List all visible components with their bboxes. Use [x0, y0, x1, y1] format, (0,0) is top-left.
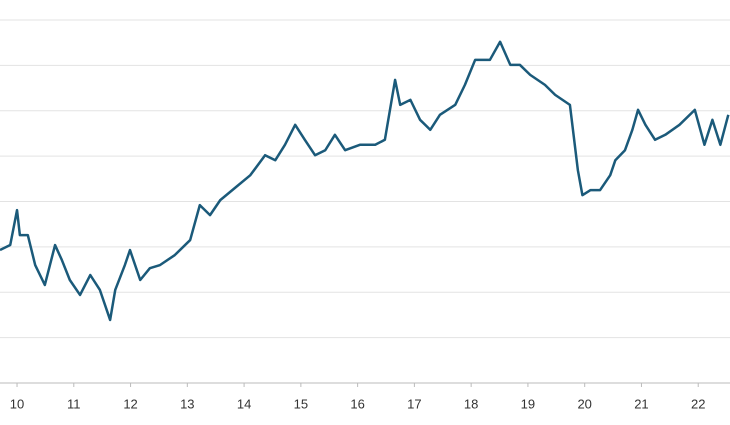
x-tick-label: 15 [294, 396, 308, 411]
data-line [0, 40, 730, 322]
x-tick-label: 20 [577, 396, 591, 411]
x-tick-label: 13 [180, 396, 194, 411]
x-tick-label: 14 [237, 396, 251, 411]
x-tick-label: 21 [634, 396, 648, 411]
x-tick-label: 19 [521, 396, 535, 411]
x-tick-label: 12 [123, 396, 137, 411]
x-tick-label: 11 [67, 396, 81, 411]
x-tick-label: 10 [10, 396, 24, 411]
x-tick-label: 17 [407, 396, 421, 411]
x-tick-label: 22 [691, 396, 705, 411]
x-tick-label: 18 [464, 396, 478, 411]
x-tick-label: 16 [350, 396, 364, 411]
